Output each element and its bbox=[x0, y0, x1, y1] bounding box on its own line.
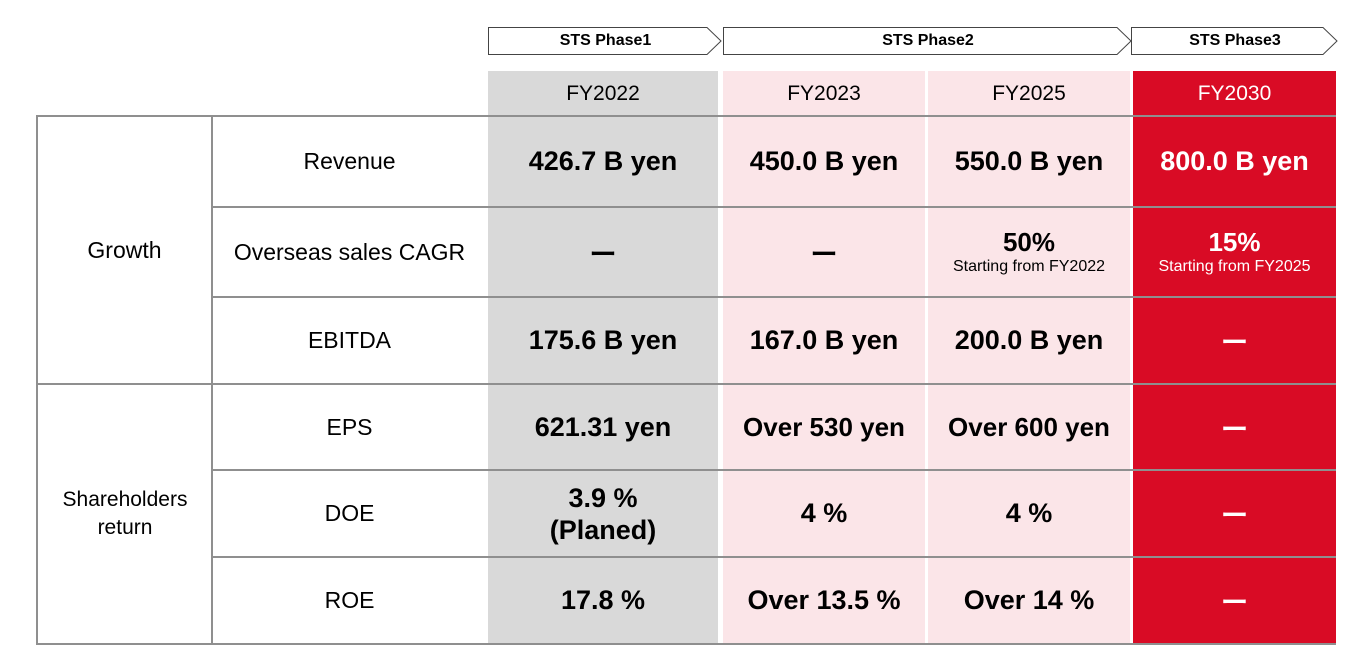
row-label-overseas-sales-cagr: Overseas sales CAGR bbox=[233, 238, 466, 265]
cell-doe-fy2022: 3.9 % (Planed) bbox=[488, 471, 718, 556]
row-label-ebitda: EBITDA bbox=[307, 327, 392, 353]
arrow-shape-icon bbox=[488, 27, 722, 55]
grid-line bbox=[212, 296, 1336, 298]
grid-line bbox=[36, 115, 38, 645]
cell-doe-fy2023: 4 % bbox=[800, 498, 848, 528]
group-label-shareholders-return: Shareholders return bbox=[62, 488, 188, 539]
phase-label: STS Phase3 bbox=[1189, 32, 1281, 49]
phase-label: STS Phase1 bbox=[559, 32, 652, 49]
cell-subtext: Starting from FY2022 bbox=[952, 258, 1106, 275]
grid-line bbox=[212, 206, 1336, 208]
grid-line bbox=[212, 469, 1336, 471]
cell-ebitda-fy2022: 175.6 B yen bbox=[528, 325, 678, 355]
group-label-growth: Growth bbox=[87, 236, 162, 263]
phase-arrow-1: STS Phase1 bbox=[488, 27, 723, 55]
cell-cagr-fy2030: 15% Starting from FY2025 bbox=[1133, 208, 1336, 296]
cell-revenue-fy2025: 550.0 B yen bbox=[954, 146, 1104, 176]
cell-subtext: Starting from FY2025 bbox=[1158, 258, 1311, 275]
cell-eps-fy2030: ー bbox=[1221, 414, 1248, 445]
cell-value: 3.9 % bbox=[568, 482, 638, 513]
cell-doe-fy2025: 4 % bbox=[1005, 498, 1053, 528]
cell-roe-fy2022: 17.8 % bbox=[560, 585, 646, 615]
grid-line bbox=[212, 556, 1336, 558]
column-fy2023 bbox=[723, 71, 925, 645]
cell-eps-fy2022: 621.31 yen bbox=[534, 411, 672, 442]
cell-eps-fy2023: Over 530 yen bbox=[743, 411, 905, 442]
column-header-fy2023: FY2023 bbox=[787, 82, 861, 105]
cell-subtext: (Planed) bbox=[549, 514, 657, 545]
cell-cagr-fy2022: ー bbox=[589, 239, 617, 270]
cell-revenue-fy2022: 426.7 B yen bbox=[528, 146, 678, 176]
cell-doe-fy2030: ー bbox=[1221, 501, 1248, 531]
arrow-shape-icon bbox=[723, 27, 1132, 55]
cell-value: 50% bbox=[1002, 227, 1056, 257]
row-label-roe: ROE bbox=[324, 587, 375, 613]
cell-ebitda-fy2025: 200.0 B yen bbox=[954, 325, 1104, 355]
cell-revenue-fy2023: 450.0 B yen bbox=[749, 146, 899, 176]
row-label-eps: EPS bbox=[326, 413, 373, 440]
grid-line bbox=[36, 383, 1336, 385]
phase-arrow-2: STS Phase2 bbox=[723, 27, 1133, 55]
arrow-shape-icon bbox=[1131, 27, 1338, 55]
cell-cagr-fy2023: ー bbox=[810, 239, 838, 270]
row-label-doe: DOE bbox=[324, 500, 375, 526]
row-label-revenue: Revenue bbox=[303, 148, 396, 174]
column-header-fy2030: FY2030 bbox=[1197, 82, 1272, 105]
cell-roe-fy2025: Over 14 % bbox=[963, 585, 1095, 615]
cell-ebitda-fy2030: ー bbox=[1221, 328, 1248, 358]
cell-ebitda-fy2023: 167.0 B yen bbox=[749, 325, 899, 355]
grid-line bbox=[36, 643, 1336, 645]
column-fy2022 bbox=[488, 71, 718, 645]
column-fy2025 bbox=[928, 71, 1130, 645]
column-header-fy2025: FY2025 bbox=[992, 82, 1066, 105]
cell-eps-fy2025: Over 600 yen bbox=[948, 411, 1110, 442]
cell-roe-fy2030: ー bbox=[1221, 588, 1248, 618]
cell-roe-fy2023: Over 13.5 % bbox=[747, 585, 901, 615]
grid-line bbox=[36, 115, 1336, 117]
cell-cagr-fy2025: 50% Starting from FY2022 bbox=[928, 208, 1130, 296]
cell-revenue-fy2030: 800.0 B yen bbox=[1160, 146, 1309, 176]
cell-value: 15% bbox=[1208, 227, 1261, 257]
phase-arrow-3: STS Phase3 bbox=[1131, 27, 1339, 55]
grid-line bbox=[211, 115, 213, 645]
column-fy2030 bbox=[1133, 71, 1336, 645]
phase-label: STS Phase2 bbox=[882, 32, 974, 49]
column-header-fy2022: FY2022 bbox=[566, 82, 640, 105]
